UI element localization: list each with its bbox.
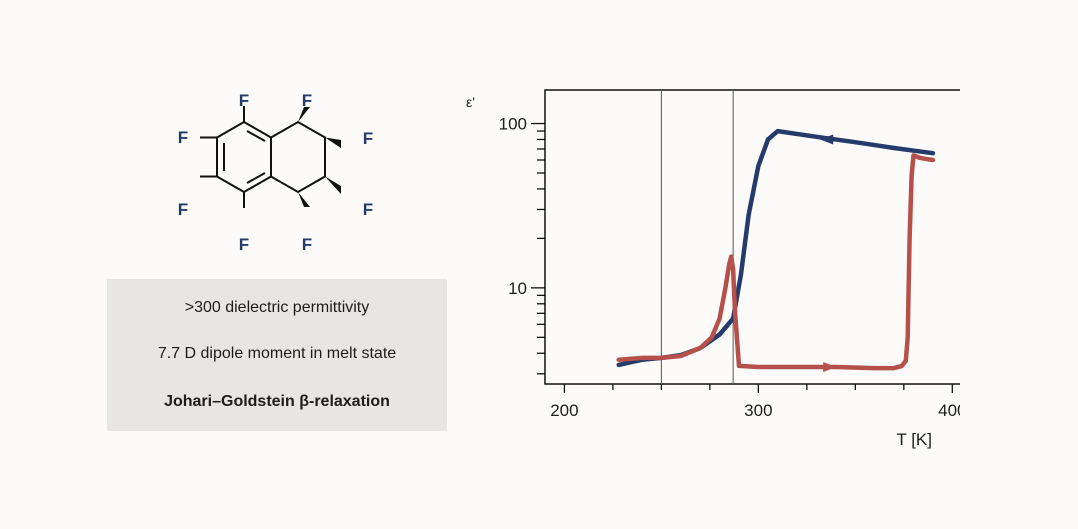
fluorine-atom: F (363, 129, 373, 148)
y-tick-label: 100 (499, 115, 527, 134)
x-axis-label: T [K] (896, 430, 932, 449)
series-line-heating (616, 153, 936, 371)
molecule-wedges (298, 107, 341, 207)
transition-lines (660, 90, 734, 384)
wedge-bond (325, 176, 341, 194)
fluorine-atoms: F F F F F F F F (178, 91, 373, 254)
permittivity-chart: 200 300 400 10 100 ε' T [K] (466, 89, 960, 449)
saturated-ring (270, 120, 326, 194)
fluorine-atom: F (178, 128, 188, 147)
x-tick-label: 300 (744, 401, 772, 420)
molecule-structure: F F F F F F F F (178, 91, 373, 254)
fluorine-atom: F (363, 200, 373, 219)
wedge-bond (298, 107, 310, 122)
series-line-cooling (616, 128, 936, 368)
fluorine-atom: F (239, 235, 249, 254)
molecule-bonds (200, 106, 326, 208)
wedge-bond (325, 137, 341, 148)
properties-panel: >300 dielectric permittivity 7.7 D dipol… (107, 279, 447, 431)
fluorine-atom: F (302, 235, 312, 254)
y-axis-label: ε' (466, 94, 475, 110)
x-axis: 200 300 400 (550, 384, 960, 420)
y-axis: 10 100 (499, 115, 545, 375)
plot-frame (544, 89, 960, 385)
cooling-direction-arrow (820, 134, 834, 145)
x-tick-label: 400 (938, 401, 960, 420)
fluorine-atom: F (239, 91, 249, 110)
property-relaxation: Johari–Goldstein β-relaxation (164, 393, 390, 410)
x-tick-label: 200 (550, 401, 578, 420)
fluorine-atom: F (302, 91, 312, 110)
wedge-bond (298, 192, 310, 207)
aromatic-double-bond (246, 130, 266, 142)
heating-direction-arrow (823, 361, 837, 372)
aromatic-ring (216, 120, 272, 194)
aromatic-double-bond (246, 172, 266, 184)
fluorine-atom: F (178, 200, 188, 219)
property-dipole-moment: 7.7 D dipole moment in melt state (157, 345, 397, 362)
property-permittivity: >300 dielectric permittivity (184, 299, 370, 316)
y-tick-label: 10 (508, 279, 527, 298)
series-layer (616, 128, 936, 372)
